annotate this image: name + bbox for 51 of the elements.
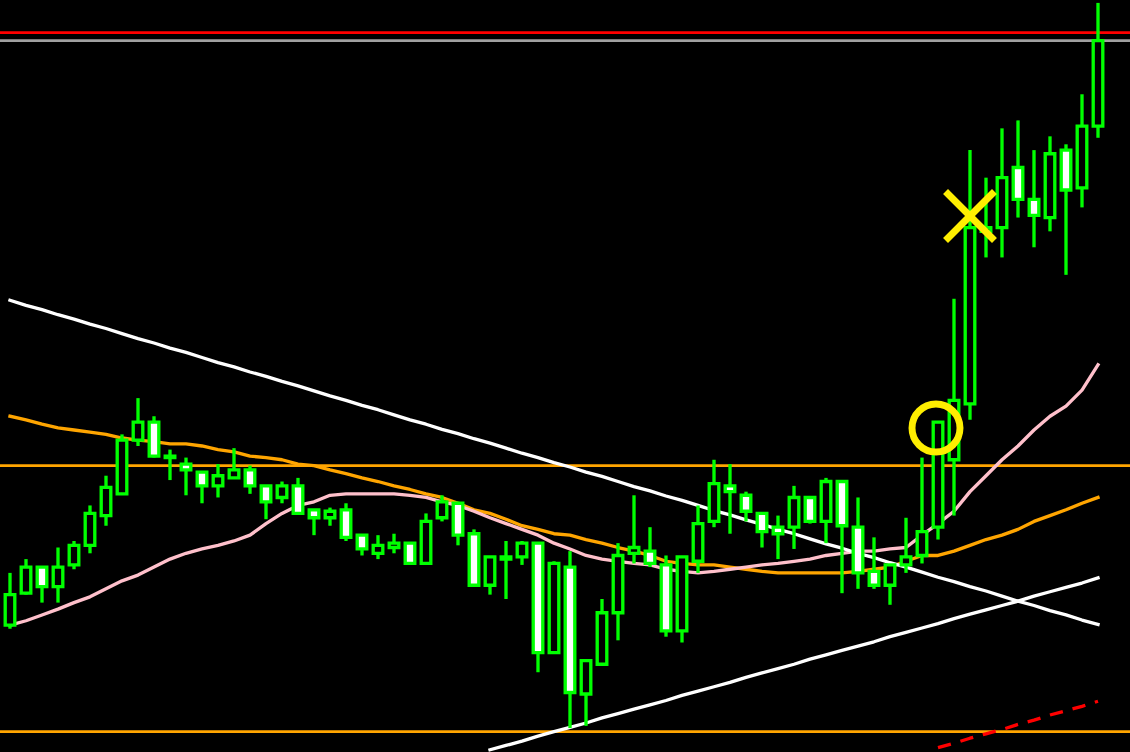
- candlestick: [323, 505, 337, 528]
- candlestick: [163, 447, 177, 482]
- candlestick: [723, 462, 737, 536]
- candlestick: [355, 533, 369, 558]
- candlestick: [211, 462, 225, 500]
- candlestick: [643, 525, 657, 569]
- candlestick: [499, 539, 513, 601]
- candlestick: [435, 493, 449, 524]
- candlestick: [1027, 148, 1041, 249]
- candlestick: [147, 414, 161, 460]
- candlestick: [195, 470, 209, 505]
- candlestick: [3, 571, 17, 631]
- candlestick: [627, 493, 641, 566]
- candlestick: [403, 541, 417, 566]
- candlestick: [131, 396, 145, 448]
- candlestick: [819, 476, 833, 545]
- candlestick: [851, 495, 865, 591]
- candlestick: [1059, 142, 1073, 277]
- candlestick: [291, 476, 305, 516]
- candlestick: [803, 495, 817, 526]
- candlestick: [387, 532, 401, 555]
- candlestick: [835, 479, 849, 595]
- candlestick: [579, 658, 593, 728]
- candlestick: [243, 463, 257, 496]
- candlestick: [51, 545, 65, 605]
- candlestick: [787, 484, 801, 551]
- candlestick: [227, 446, 241, 480]
- candlestick: [67, 539, 81, 571]
- candlestick: [691, 503, 705, 575]
- candlestick: [707, 458, 721, 529]
- candlestick: [883, 563, 897, 607]
- candlestick: [755, 511, 769, 550]
- candlestick: [307, 508, 321, 537]
- candlestick: [83, 503, 97, 555]
- candlestick: [867, 535, 881, 591]
- candlestick: [483, 555, 497, 597]
- candlestick: [1011, 118, 1025, 220]
- candlestick: [339, 501, 353, 543]
- candlestick: [771, 513, 785, 561]
- candlestick: [739, 489, 753, 524]
- candlestick: [899, 516, 913, 575]
- candlestick: [19, 557, 33, 597]
- candlestick: [99, 474, 113, 528]
- candlestick: [259, 484, 273, 521]
- candlestick: [419, 511, 433, 566]
- candlestick: [275, 479, 289, 505]
- candlestick: [179, 455, 193, 497]
- candlestick: [451, 500, 465, 547]
- candlestick: [371, 533, 385, 561]
- candlestick: [35, 565, 49, 605]
- candlestick: [915, 455, 929, 566]
